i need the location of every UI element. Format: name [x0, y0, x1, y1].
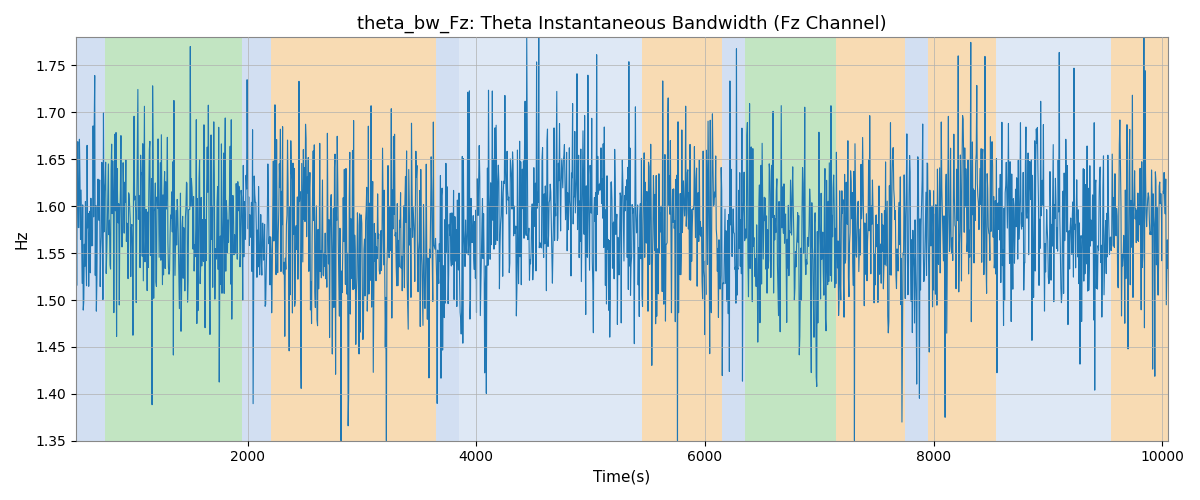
Bar [437, 38, 460, 440]
Y-axis label: Hz: Hz [14, 230, 30, 249]
Bar [745, 38, 836, 440]
Bar [1111, 38, 1168, 440]
Bar [996, 38, 1111, 440]
X-axis label: Time(s): Time(s) [594, 470, 650, 485]
Title: theta_bw_Fz: Theta Instantaneous Bandwidth (Fz Channel): theta_bw_Fz: Theta Instantaneous Bandwid… [358, 15, 887, 34]
Bar [671, 38, 722, 440]
Bar [242, 38, 270, 440]
Bar [76, 38, 104, 440]
Bar [836, 38, 905, 440]
Bar [104, 38, 242, 440]
Bar [270, 38, 437, 440]
Bar [460, 38, 642, 440]
Bar [722, 38, 745, 440]
Bar [642, 38, 671, 440]
Bar [928, 38, 996, 440]
Bar [905, 38, 928, 440]
